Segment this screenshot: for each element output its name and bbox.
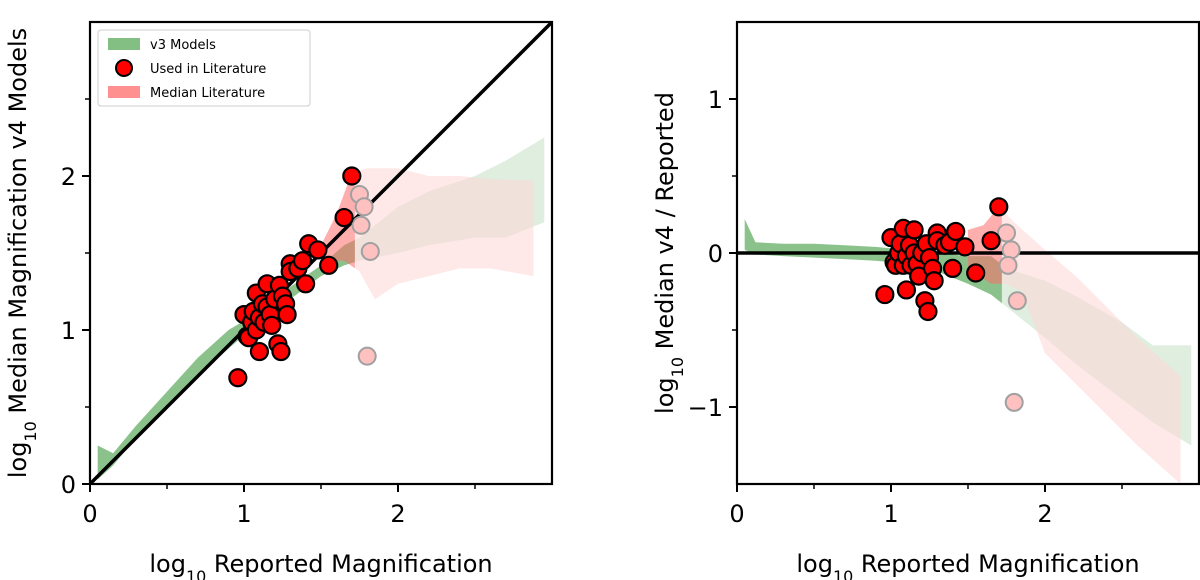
faded-point — [354, 197, 374, 217]
legend-label: Median Literature — [150, 86, 265, 101]
used-in-literature-point — [946, 221, 966, 242]
x-axis-label-subscript: 10 — [186, 567, 206, 580]
x-tick-label: 0 — [82, 500, 97, 528]
used-in-literature-point — [918, 301, 938, 322]
faded-point — [1004, 392, 1024, 412]
y-axis-label-subscript: 10 — [21, 421, 40, 441]
faded-point — [997, 223, 1016, 243]
plot-area — [90, 22, 552, 484]
legend-swatch-median-literature — [108, 86, 140, 98]
x-tick-label: 0 — [729, 500, 744, 528]
y-tick-label: −1 — [688, 394, 723, 422]
used-in-literature-point — [875, 284, 895, 305]
y-tick-label: 2 — [61, 163, 76, 191]
legend-marker-used-in-literature — [115, 59, 133, 77]
x-tick-label: 1 — [236, 500, 251, 528]
legend-label: v3 Models — [150, 38, 216, 53]
x-tick-label: 2 — [1037, 500, 1052, 528]
used-in-literature-point — [249, 341, 269, 362]
faded-point — [351, 215, 371, 235]
faded-point — [357, 346, 377, 366]
used-in-literature-point — [904, 220, 924, 240]
faded-point — [360, 241, 380, 261]
used-in-literature-point — [319, 255, 339, 275]
x-axis-label-prefix: log — [149, 550, 186, 578]
used-in-literature-point — [966, 263, 986, 283]
faded-point — [998, 255, 1018, 275]
used-in-literature-point — [924, 271, 944, 291]
y-axis-label-prefix: log — [651, 377, 679, 414]
faded-point — [1007, 291, 1027, 311]
y-tick-label: 0 — [61, 471, 76, 499]
y-tick-label: 1 — [61, 317, 76, 345]
y-axis-label-prefix: log — [4, 442, 32, 479]
used-in-literature-point — [989, 197, 1009, 217]
y-axis-label-subscript: 10 — [668, 357, 687, 377]
x-axis-label-rest: Reported Magnification — [206, 550, 492, 578]
x-axis-label-prefix: log — [796, 550, 833, 578]
legend-label: Used in Literature — [150, 62, 266, 77]
fade-overlay — [354, 22, 552, 484]
y-tick-label: 0 — [708, 240, 723, 268]
y-axis-label-rest: Median Magnification v4 Models — [4, 28, 32, 421]
plot-area — [737, 22, 1199, 484]
used-in-literature-point — [228, 368, 248, 388]
x-tick-label: 1 — [883, 500, 898, 528]
used-in-literature-point — [277, 305, 297, 325]
used-in-literature-point — [308, 240, 328, 260]
y-tick-label: 1 — [708, 86, 723, 114]
used-in-literature-point — [342, 166, 362, 186]
legend: v3 Models Used in Literature Median Litera… — [97, 29, 311, 107]
y-axis-label: log10 Median Magnification v4 Models — [4, 28, 40, 478]
faded-point — [1001, 240, 1021, 260]
used-in-literature-point — [334, 207, 354, 228]
x-axis-label-subscript: 10 — [833, 567, 853, 580]
x-axis-label: log10 Reported Magnification — [796, 550, 1139, 580]
legend-swatch-v3-models — [108, 38, 140, 50]
y-axis-label: log10 Median v4 / Reported — [651, 92, 687, 414]
used-in-literature-point — [981, 231, 1001, 251]
used-in-literature-point — [896, 280, 917, 300]
y-axis-label-rest: Median v4 / Reported — [651, 92, 679, 357]
used-in-literature-point — [292, 251, 313, 271]
used-in-literature-point — [955, 237, 975, 257]
used-in-literature-point — [296, 274, 316, 294]
used-in-literature-point — [942, 258, 963, 278]
x-axis-label-rest: Reported Magnification — [853, 550, 1139, 578]
legend-box — [97, 29, 311, 107]
used-in-literature-point — [262, 315, 282, 335]
used-in-literature-point — [271, 341, 291, 362]
x-tick-label: 2 — [390, 500, 405, 528]
x-axis-label: log10 Reported Magnification — [149, 550, 492, 580]
